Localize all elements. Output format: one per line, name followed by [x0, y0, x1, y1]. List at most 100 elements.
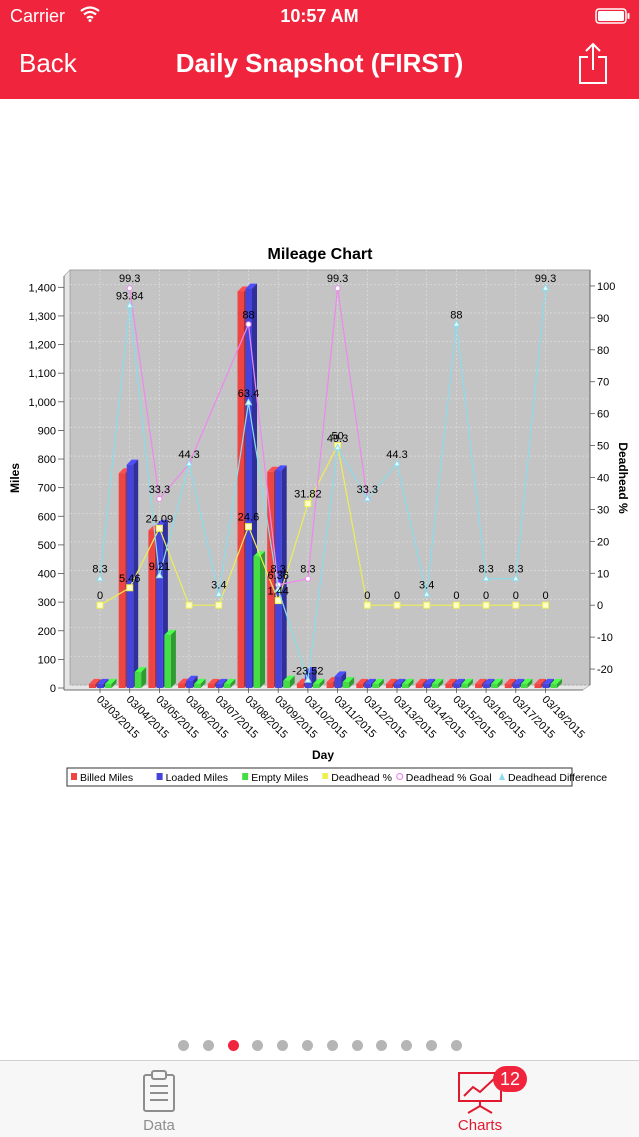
point-label: -23.52	[292, 665, 323, 677]
y-tick-label: 1,100	[28, 368, 56, 380]
page-dot[interactable]	[178, 1040, 189, 1051]
bar-billed-miles	[475, 683, 482, 688]
page-dot[interactable]	[401, 1040, 413, 1051]
y2-tick-label: 100	[597, 281, 615, 293]
point-label: 49.3	[327, 433, 348, 445]
y2-tick-label: 90	[597, 313, 609, 325]
page-dot[interactable]	[376, 1040, 388, 1051]
point-label: 99.3	[119, 273, 140, 285]
page-dot[interactable]	[202, 1040, 214, 1051]
y-tick-label: 600	[38, 511, 56, 523]
bar-billed-miles	[386, 683, 393, 688]
page-dot[interactable]	[426, 1040, 437, 1051]
bar-top-billed-miles	[386, 678, 398, 684]
marker-triangle	[482, 574, 490, 582]
bar-loaded-miles	[483, 683, 490, 688]
y2-tick-label: 10	[597, 568, 609, 580]
marker-triangle	[96, 574, 104, 582]
y-axis-miles: 0 100 200 300 400 500 600 700 800 900 1,000 1,100 1,…	[28, 276, 65, 695]
tab-data-label: Data	[143, 1117, 175, 1134]
share-icon[interactable]	[577, 41, 609, 85]
bar-loaded-miles	[215, 683, 223, 688]
legend-swatch	[396, 772, 404, 781]
legend-swatch	[156, 773, 163, 780]
navigation-header: Carrier 10:57 AM Back Daily Snapshot (FI…	[0, 0, 639, 99]
bar-loaded-miles	[394, 683, 401, 688]
page-dot[interactable]	[450, 1040, 462, 1051]
y2-tick-label: 50	[597, 441, 609, 453]
marker-triangle	[511, 574, 520, 582]
bar-top-loaded-miles	[186, 675, 198, 681]
bar-top-loaded-miles	[453, 678, 465, 684]
y-axis-label: Miles	[8, 463, 22, 493]
bar-top-billed-miles	[445, 678, 457, 684]
bar-top-loaded-miles	[483, 678, 495, 684]
page-dot[interactable]	[302, 1040, 313, 1051]
y2-tick-label: 40	[597, 473, 609, 485]
marker-triangle	[363, 494, 372, 502]
bar-top-loaded-miles	[275, 465, 287, 471]
x-axis-days: 03/03/201503/04/201503/05/201503/06/2015…	[64, 688, 587, 741]
marker-circle	[334, 285, 341, 292]
bar-top-billed-miles	[415, 678, 428, 684]
bar-top-billed-miles	[89, 678, 101, 684]
page-dot[interactable]	[252, 1040, 264, 1051]
point-label: 0	[483, 590, 489, 602]
bar-top-loaded-miles	[364, 678, 376, 684]
bar-top-empty-miles	[164, 629, 176, 635]
bar-top-loaded-miles	[334, 671, 347, 677]
bar-loaded-miles	[126, 464, 134, 688]
y-tick-label: 900	[38, 425, 56, 437]
page-dot[interactable]	[326, 1040, 338, 1051]
legend-label: Billed Miles	[80, 772, 133, 784]
marker-square	[274, 597, 282, 605]
y-tick-label: 700	[38, 483, 56, 495]
bar-side-loaded-miles	[281, 465, 287, 688]
charts-badge: 12	[493, 1066, 527, 1092]
marker-square	[215, 601, 223, 609]
point-label: 50	[331, 431, 343, 443]
point-label: 0	[97, 590, 103, 602]
bar-side-empty-miles	[408, 678, 414, 688]
page-dot[interactable]	[227, 1040, 239, 1051]
bar-side-empty-miles	[319, 678, 325, 688]
marker-triangle	[333, 443, 342, 451]
legend-items: Billed Miles Loaded Miles Empty Miles Deadh…	[71, 772, 607, 784]
mileage-chart: Mileage Chart 0 100 200 300 400 500 600 700 800 9…	[0, 232, 639, 792]
y-tick-label: 1,300	[28, 311, 56, 323]
marker-triangle	[304, 675, 312, 683]
bar-top-loaded-miles	[512, 678, 525, 684]
bar-side-empty-miles	[230, 678, 236, 688]
bar-top-empty-miles	[491, 678, 503, 684]
bar-top-billed-miles	[356, 678, 368, 684]
y-tick-label: 1,400	[28, 282, 56, 294]
y-tick-label: 500	[38, 540, 56, 552]
tab-data[interactable]: Data	[99, 1061, 219, 1137]
page-dot[interactable]	[351, 1040, 363, 1051]
bar-loaded-miles	[275, 470, 282, 688]
point-label: 8.3	[300, 564, 315, 576]
page-dot[interactable]	[277, 1040, 289, 1051]
bar-empty-miles	[253, 556, 260, 688]
bar-billed-miles	[445, 683, 452, 688]
y2-tick-label: 30	[597, 504, 609, 516]
bar-billed-miles	[207, 683, 215, 688]
tab-charts[interactable]: 12 Charts	[420, 1061, 540, 1137]
line-series	[96, 283, 550, 683]
bar-empty-miles	[431, 683, 439, 688]
bar-top-empty-miles	[194, 678, 206, 684]
marker-square	[155, 524, 163, 532]
marker-circle	[156, 495, 163, 502]
back-button[interactable]: Back	[19, 48, 77, 78]
bar-side-empty-miles	[438, 678, 444, 688]
bar-side-empty-miles	[378, 678, 384, 688]
bar-top-loaded-miles	[97, 678, 109, 684]
bar-empty-miles	[223, 683, 231, 688]
bar-loaded-miles	[423, 683, 431, 688]
bar-top-loaded-miles	[126, 459, 139, 465]
marker-square	[452, 601, 460, 609]
marker-triangle	[452, 319, 461, 327]
marker-square	[126, 584, 134, 592]
bar-billed-miles	[326, 682, 334, 688]
y2-tick-label: -20	[597, 664, 613, 676]
